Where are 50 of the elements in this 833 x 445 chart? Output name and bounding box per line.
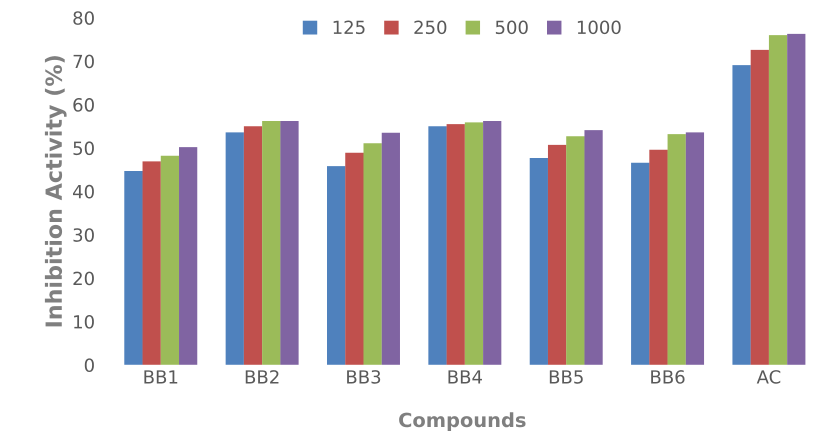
legend-label: 500 — [496, 20, 528, 34]
x-axis-title: Compounds — [399, 412, 526, 432]
bar — [631, 162, 650, 365]
bar — [732, 65, 751, 365]
bar — [446, 124, 465, 365]
x-tick-label: BB5 — [550, 370, 583, 384]
legend-label: 125 — [334, 20, 365, 34]
bar — [566, 136, 584, 365]
bar — [584, 130, 603, 365]
bar — [382, 132, 400, 365]
x-tick-label: BB6 — [651, 370, 685, 384]
bar — [327, 166, 346, 365]
bar — [142, 161, 161, 365]
bar — [668, 134, 686, 365]
y-tick-label: 50 — [74, 141, 94, 156]
bar — [226, 132, 244, 365]
x-tick-label: BB2 — [246, 370, 278, 384]
bar — [483, 121, 502, 365]
x-tick-label: AC — [756, 370, 780, 384]
y-tick-label: 30 — [74, 228, 94, 242]
bar — [530, 158, 548, 365]
bar — [548, 144, 566, 365]
bar — [649, 150, 668, 365]
bar — [179, 147, 198, 365]
y-axis-title: Inhibition Activity (%) — [44, 56, 67, 326]
bar — [262, 121, 280, 365]
bar — [244, 126, 262, 365]
bar — [363, 143, 382, 365]
x-tick-label: BB3 — [347, 370, 380, 384]
legend-label: 250 — [414, 20, 446, 34]
y-tick-label: 20 — [73, 272, 94, 286]
x-tick-label: BB4 — [448, 370, 482, 384]
x-tick-label: BB1 — [144, 370, 178, 384]
bar — [768, 35, 788, 365]
bar — [750, 50, 769, 365]
y-tick-label: 80 — [73, 11, 94, 25]
y-tick-label: 10 — [74, 314, 94, 329]
bar — [787, 34, 806, 365]
y-tick-label: 40 — [73, 184, 94, 198]
bar — [160, 156, 180, 365]
y-tick-label: 70 — [74, 54, 94, 68]
bar — [280, 121, 299, 365]
y-tick-label: 60 — [73, 98, 94, 112]
bar — [428, 126, 447, 365]
bar — [345, 152, 364, 365]
legend-label: 1000 — [578, 20, 621, 34]
y-tick-label: 0 — [84, 358, 94, 372]
bar — [686, 132, 704, 365]
bar — [464, 122, 484, 365]
bar — [124, 170, 143, 365]
